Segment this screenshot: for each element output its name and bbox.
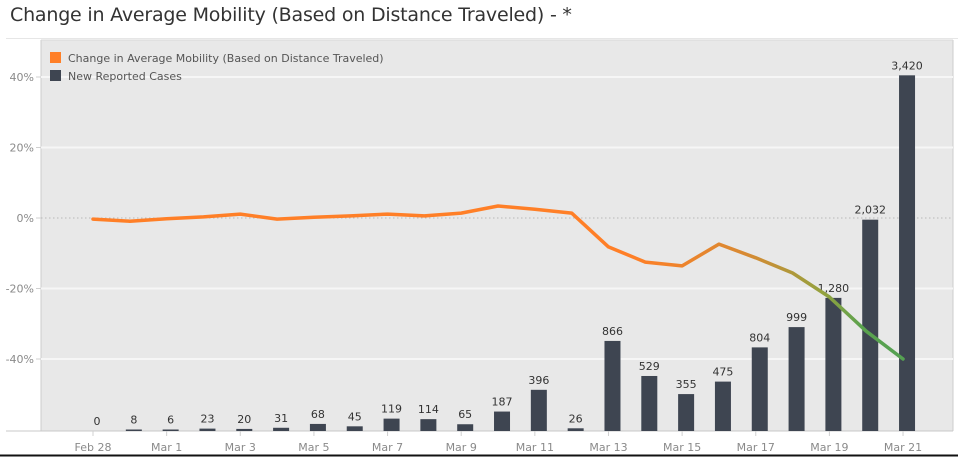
bar-cases: [899, 75, 916, 431]
y-tick-label: 20%: [10, 142, 34, 155]
x-tick-label: Mar 21: [884, 441, 922, 454]
bar-value-label: 68: [311, 408, 325, 421]
bar-value-label: 187: [492, 396, 513, 409]
bar-value-label: 26: [569, 412, 583, 425]
bar-cases: [236, 428, 253, 431]
x-tick-label: Mar 13: [589, 441, 627, 454]
legend-label-mobility: Change in Average Mobility (Based on Dis…: [68, 52, 384, 65]
y-axis: 40% 20% 0% -20% -40%: [6, 71, 34, 366]
bar-value-label: 355: [676, 378, 697, 391]
bar-value-label: 6: [167, 414, 174, 427]
bar-labels: 0 8 6 23 20 31 68 45 119 114 65 187 396 26 866 529 355 47…: [94, 59, 923, 428]
bar-value-label: 119: [381, 403, 402, 416]
bar-cases: [420, 419, 437, 431]
x-tick-label: Mar 7: [372, 441, 403, 454]
legend-label-cases: New Reported Cases: [68, 70, 182, 83]
bars: [125, 75, 916, 431]
bar-cases: [641, 375, 658, 431]
bar-value-label: 114: [418, 403, 439, 416]
x-axis: Feb 28 Mar 1 Mar 3 Mar 5 Mar 7 Mar 9 Mar 11 Mar…: [75, 431, 922, 454]
bar-cases: [309, 423, 326, 431]
bar-value-label: 45: [348, 410, 362, 423]
bar-cases: [457, 424, 474, 431]
bar-cases: [494, 411, 511, 431]
bar-value-label: 20: [237, 413, 251, 426]
bar-cases: [199, 428, 216, 431]
orange-square-icon: [50, 52, 61, 63]
chart-title: Change in Average Mobility (Based on Dis…: [10, 4, 572, 26]
bar-cases: [530, 389, 547, 431]
bar-value-label: 529: [639, 360, 660, 373]
y-tick-label: 40%: [10, 71, 34, 84]
bar-value-label: 65: [458, 408, 472, 421]
bar-value-label: 1,280: [818, 282, 850, 295]
bar-cases: [273, 427, 290, 431]
bar-value-label: 31: [274, 412, 288, 425]
bar-cases: [567, 428, 584, 431]
y-tick-label: 0%: [17, 212, 34, 225]
plot-area: [41, 40, 953, 431]
x-tick-label: Mar 17: [737, 441, 775, 454]
x-tick-label: Mar 1: [151, 441, 182, 454]
bar-cases: [604, 340, 621, 431]
x-tick-label: Mar 15: [663, 441, 701, 454]
x-tick-label: Mar 3: [225, 441, 256, 454]
x-tick-label: Feb 28: [75, 441, 112, 454]
bar-value-label: 23: [200, 413, 214, 426]
bar-cases: [678, 394, 695, 431]
bar-value-label: 804: [749, 331, 770, 344]
x-tick-label: Mar 9: [446, 441, 477, 454]
bar-cases: [714, 381, 731, 431]
mobility-line: [91, 204, 905, 361]
x-tick-label: Mar 5: [298, 441, 329, 454]
bar-cases: [862, 219, 879, 431]
bar-value-label: 3,420: [891, 59, 923, 72]
bar-cases: [788, 327, 805, 431]
y-tick-label: -40%: [6, 353, 34, 366]
x-tick-label: Mar 19: [810, 441, 848, 454]
dark-square-icon: [50, 70, 61, 81]
bar-cases: [162, 429, 179, 431]
bar-cases: [383, 418, 400, 431]
bar-value-label: 999: [786, 311, 807, 324]
bar-value-label: 866: [602, 325, 623, 338]
bar-cases: [825, 297, 842, 431]
bar-value-label: 8: [130, 414, 137, 427]
bar-cases: [751, 347, 768, 431]
legend: Change in Average Mobility (Based on Dis…: [50, 52, 384, 83]
y-tick-label: -20%: [6, 283, 34, 296]
bar-value-label: 0: [94, 415, 101, 428]
bar-cases: [346, 426, 363, 431]
bar-value-label: 396: [528, 374, 549, 387]
bar-value-label: 2,032: [854, 204, 886, 217]
x-tick-label: Mar 11: [516, 441, 554, 454]
bar-value-label: 475: [712, 366, 733, 379]
title-divider: [6, 38, 958, 39]
bar-cases: [125, 429, 142, 431]
